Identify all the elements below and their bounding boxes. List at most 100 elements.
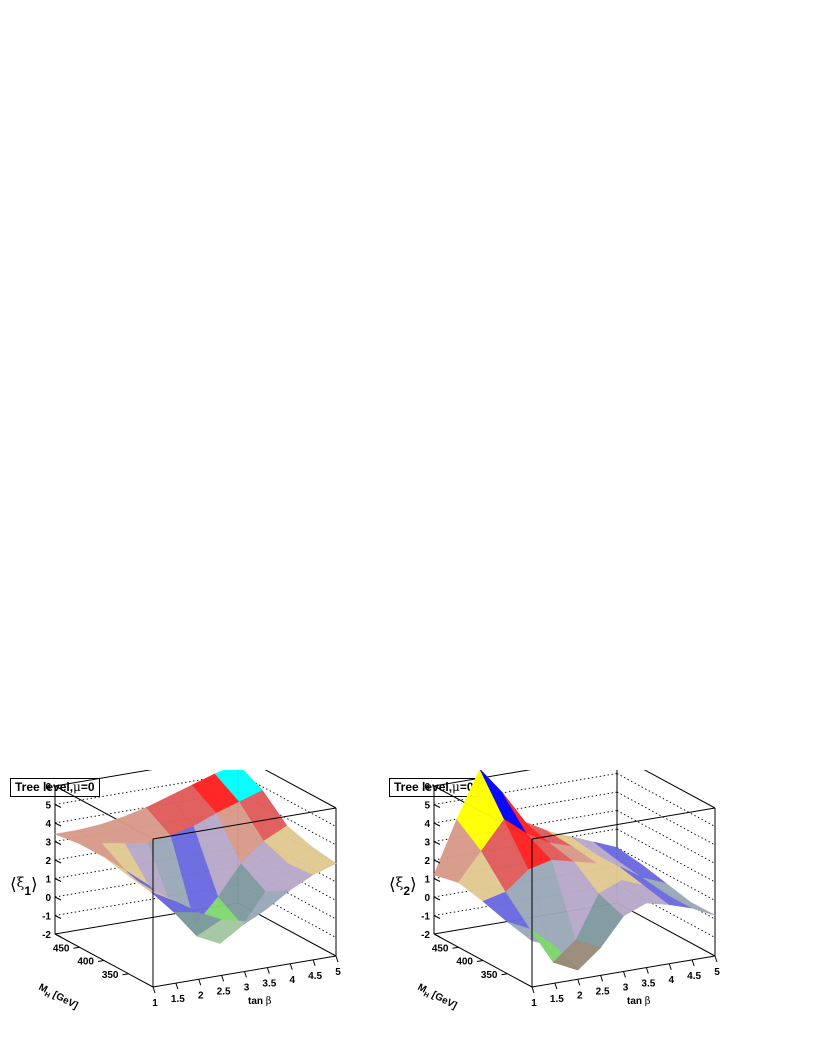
z-tick-label: 2 [424,856,430,867]
y-tick [452,946,459,949]
z-grid-line-right [237,773,337,827]
z-tick [433,822,441,827]
z-tick [54,859,62,864]
z-grid-line-back [54,773,239,805]
chart-panel-xi1: Tree level,μ=0 -2 -1 0 1 2 3 4 5 6 ⟨ξ1⟩ 1 1.5 2 2.5 3 3… [0,770,400,1058]
x-tick-label: 5 [714,967,720,978]
x-tick [289,963,293,970]
x-tick [600,975,604,982]
z-tick [54,822,62,827]
z-tick [433,859,441,864]
y-tick-label: 400 [456,957,473,968]
z-tick-label: 3 [45,838,51,849]
x-tick-label: 2 [577,990,583,1001]
z-tick [54,933,62,938]
z-grid-line-back [433,773,618,805]
z-tick-label: -1 [421,912,430,923]
x-tick [645,967,649,974]
x-tick-label: 5 [335,967,341,978]
z-tick-label: 0 [424,893,430,904]
right-top-edge [264,770,337,809]
y-tick-label: 450 [432,943,449,954]
x-tick [244,971,247,978]
z-grid-line-right [237,791,337,846]
y-tick [501,973,508,976]
title-mu: μ [452,780,460,794]
z-tick-label: 5 [424,801,430,812]
x-tick-label: 3.5 [641,979,655,990]
x-tick [266,967,270,974]
y-tick-label: 350 [102,970,119,981]
x-tick [335,955,339,963]
y-axis-label: MH [GeV] [36,982,80,1014]
z-tick [433,915,441,919]
z-grid-line-right [237,847,337,901]
z-tick [433,785,441,790]
z-tick-label: 3 [424,838,430,849]
title-text: Tree level, [15,780,74,794]
z-grid-line-right [616,773,716,827]
z-tick [54,878,62,882]
z-axis-label: ⟨ξ2⟩ [389,875,417,898]
y-tick [73,946,80,949]
x-tick [312,959,316,967]
z-tick [54,785,62,790]
x-tick-label: 3 [623,983,629,994]
x-tick-label: 3 [244,983,250,994]
z-grid-line-right [237,865,337,920]
z-tick-label: -1 [42,912,51,923]
z-tick [54,841,62,845]
x-tick-label: 1 [152,998,158,1009]
x-tick [221,975,225,982]
x-tick-label: 3.5 [262,979,276,990]
z-tick-label: 5 [45,801,51,812]
z-grid-line-right [616,791,716,846]
x-axis-label: tan β [248,996,272,1007]
x-tick [691,959,695,967]
title-text: Tree level, [394,780,453,794]
z-tick-label: 1 [424,875,430,886]
back-top-edge [54,770,153,787]
z-grid-line-right [237,828,337,883]
x-tick-label: 1.5 [550,994,564,1005]
z-tick [433,804,441,808]
x-tick [175,982,179,990]
front-top-edge [152,807,337,840]
z-tick-label: 1 [45,875,51,886]
z-grid-line-right [237,884,337,938]
z-tick-label: 4 [45,819,51,830]
x-tick [554,982,558,990]
z-grid-line-back [433,791,618,824]
y-tick-label: 350 [481,970,498,981]
z-tick [54,915,62,919]
x-tick-label: 4.5 [308,971,322,982]
x-tick-label: 2.5 [596,986,610,997]
x-tick-label: 1 [531,998,537,1009]
z-grid-line-right [616,828,716,883]
z-tick-label: -2 [421,930,430,941]
back-top-edge [433,770,532,787]
z-tick-label: 4 [424,819,430,830]
z-tick [433,933,441,938]
surface-patch [288,846,337,876]
z-tick-label: 6 [45,782,51,793]
y-tick-label: 450 [53,943,70,954]
z-grid-line-back [54,884,239,916]
z-tick-label: -2 [42,930,51,941]
y-axis-label: MH [GeV] [415,982,459,1014]
z-grid-line-right [616,884,716,938]
title-rest: =0 [80,780,95,794]
z-grid-line-right [616,810,716,864]
x-tick-label: 4.5 [687,971,701,982]
x-tick-label: 4 [289,975,295,986]
y-tick [97,960,105,962]
z-tick [54,896,62,901]
right-floor-edge [616,902,716,957]
z-tick [433,878,441,882]
x-tick [577,979,581,986]
surface-patch [667,894,716,916]
x-tick-label: 1.5 [171,994,185,1005]
z-tick [54,804,62,808]
right-top-edge [643,770,716,809]
x-tick [152,986,156,994]
